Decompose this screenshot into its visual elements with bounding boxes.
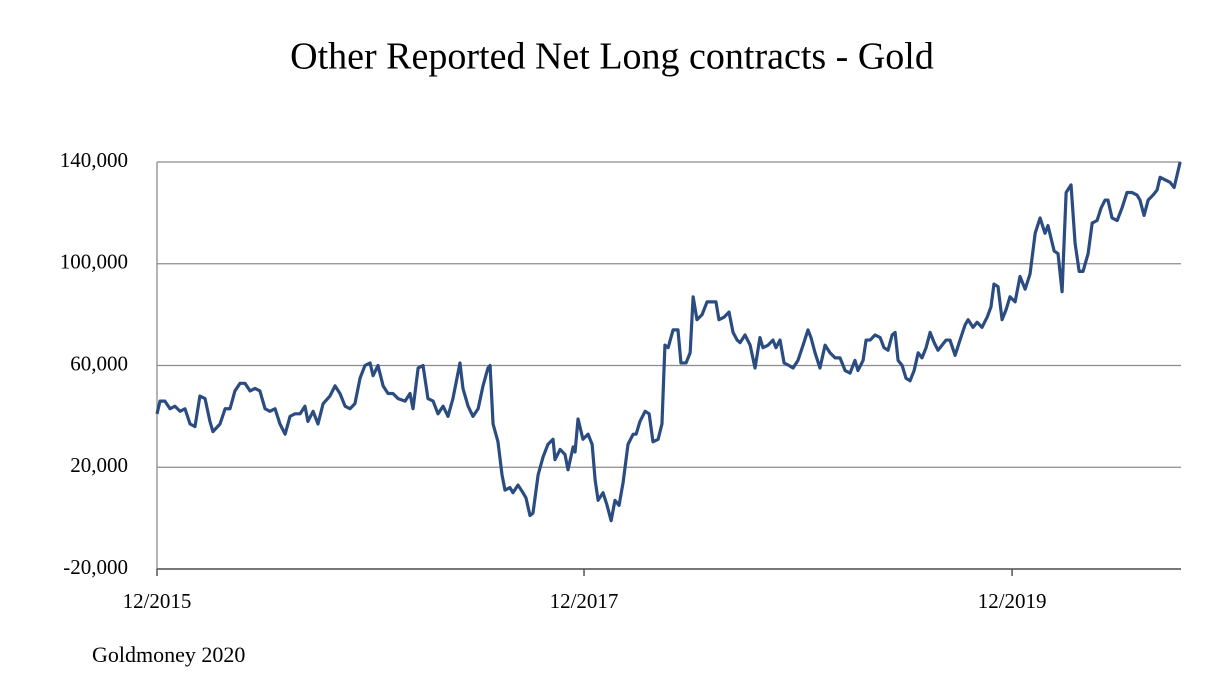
y-tick-label: 100,000 xyxy=(60,250,128,274)
source-note: Goldmoney 2020 xyxy=(92,642,245,667)
chart-title: Other Reported Net Long contracts - Gold xyxy=(290,36,934,78)
x-tick-label: 12/2015 xyxy=(123,589,192,613)
y-tick-label: 60,000 xyxy=(70,351,128,375)
y-tick-label: 140,000 xyxy=(60,148,128,172)
data-line xyxy=(155,161,1182,523)
x-tick-label: 12/2017 xyxy=(550,589,619,613)
x-tick-label: 12/2019 xyxy=(978,589,1047,613)
y-tick-label: 20,000 xyxy=(70,453,128,477)
plot-area: -20,000 20,000 60,000 100,000 140,000 12/2015… xyxy=(60,148,1182,613)
y-tick-label: -20,000 xyxy=(63,555,128,579)
